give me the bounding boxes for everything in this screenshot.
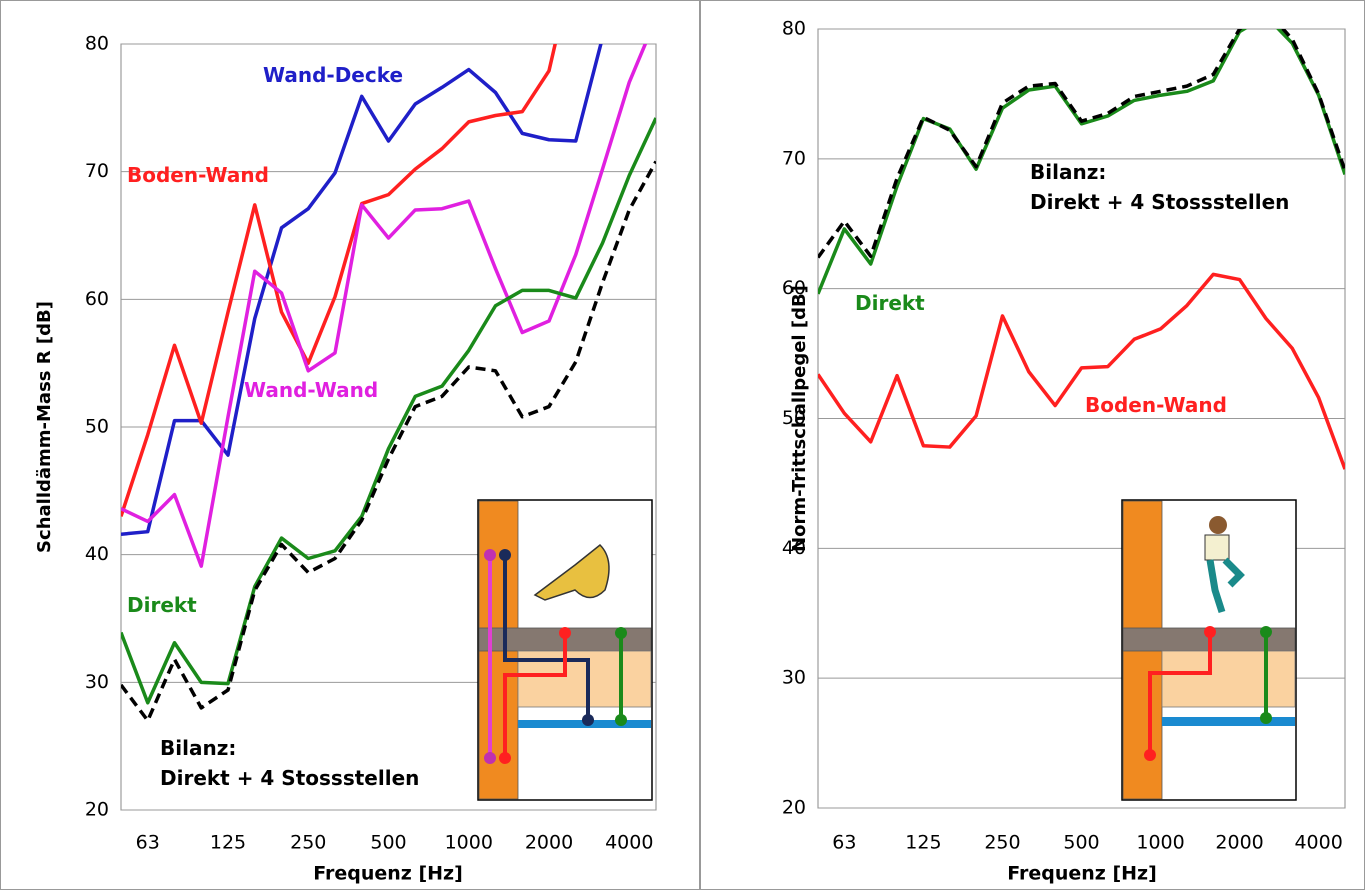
series-label: Boden-Wand [1085,393,1227,417]
y-tick-label: 30 [85,671,109,693]
series-line [818,272,1345,470]
y-tick-label: 40 [782,537,806,559]
y-tick-label: 30 [782,667,806,689]
x-tick-label: 2000 [525,832,573,854]
x-axis-title: Frequenz [Hz] [1007,863,1157,885]
x-tick-label: 63 [136,832,160,854]
x-tick-label: 500 [370,832,406,854]
y-tick-label: 20 [85,799,109,821]
y-tick-label: 20 [782,797,806,819]
series-label: Bilanz: Direkt + 4 Stossstellen [1030,160,1290,214]
y-tick-label: 50 [85,416,109,438]
y-tick-label: 40 [85,543,109,565]
x-tick-label: 250 [984,832,1020,854]
inset-diagram [1121,499,1297,801]
series-label: Direkt [127,593,197,617]
series-line [121,44,603,536]
y-tick-label: 60 [85,288,109,310]
x-tick-label: 125 [210,832,246,854]
y-axis-title: Norm-Trittschallpegel [dB] [789,285,810,552]
series-line [818,29,1345,295]
x-tick-label: 4000 [1294,832,1342,854]
inset-diagram [477,499,653,801]
series-line [121,44,557,517]
series-line [121,117,656,705]
y-tick-label: 50 [782,407,806,429]
x-tick-label: 63 [832,832,856,854]
y-tick-label: 80 [85,33,109,55]
x-tick-label: 250 [290,832,326,854]
y-tick-label: 60 [782,277,806,299]
y-tick-label: 70 [782,147,806,169]
series-line [121,160,656,723]
x-tick-label: 125 [905,832,941,854]
y-tick-label: 80 [782,18,806,40]
series-label: Wand-Wand [244,378,379,402]
plot: 20 30 40 50 60 70 80 63 125 250 500 1000 2000 4000 Fre… [782,18,1346,885]
x-tick-label: 1000 [445,832,493,854]
series-line [818,29,1345,259]
series-line [121,44,648,568]
y-tick-label: 70 [85,160,109,182]
series-label: Bilanz: Direkt + 4 Stossstellen [160,736,420,790]
y-axis-title: Schalldämm-Mass R [dB] [34,301,55,553]
x-tick-label: 500 [1063,832,1099,854]
x-tick-label: 4000 [605,832,653,854]
x-tick-label: 1000 [1136,832,1184,854]
series-label: Boden-Wand [127,163,269,187]
x-tick-label: 2000 [1215,832,1263,854]
series-label: Direkt [855,291,925,315]
x-axis-title: Frequenz [Hz] [313,863,463,885]
series-label: Wand-Decke [263,63,404,87]
